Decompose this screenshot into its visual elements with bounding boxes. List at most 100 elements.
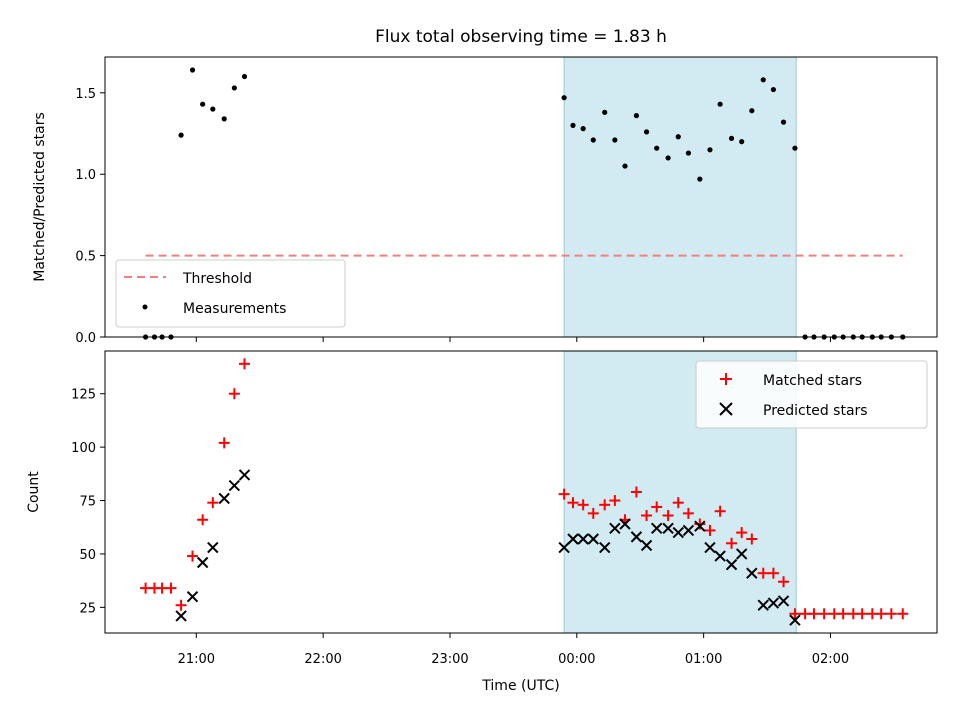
matched-star-point xyxy=(682,507,694,519)
predicted-star-point xyxy=(662,522,674,535)
predicted-star-point xyxy=(186,590,199,603)
x-axis-label: Time (UTC) xyxy=(481,678,559,694)
measurement-point xyxy=(760,77,766,83)
measurement-point xyxy=(665,155,671,161)
predicted-star-point xyxy=(609,522,621,535)
measurements-points xyxy=(142,67,906,340)
matched-star-point xyxy=(630,486,642,498)
predicted-star-point xyxy=(694,520,706,532)
y-tick-label: 1.0 xyxy=(75,168,96,183)
measurement-point xyxy=(707,147,713,153)
matched-star-point xyxy=(704,524,716,536)
matched-star-point xyxy=(837,608,849,620)
y-tick-label: 1.5 xyxy=(75,87,96,102)
count-panel-ylabel: Count xyxy=(26,471,42,513)
predicted-star-point xyxy=(682,524,695,537)
legend-threshold-label: Threshold xyxy=(182,271,252,287)
ratio-panel: 0.0 0.5 1.0 1.5 Matched/Predicted stars Thr… xyxy=(32,56,938,346)
x-tick-label: 02:00 xyxy=(812,652,849,667)
matched-star-point xyxy=(789,608,801,620)
matched-star-point xyxy=(757,567,769,579)
count-panel-x-ticks: 21:00 22:00 23:00 00:00 01:00 02:00 xyxy=(178,633,849,667)
matched-star-point xyxy=(778,576,790,588)
measurement-point xyxy=(602,109,608,115)
x-tick-label: 22:00 xyxy=(304,652,341,667)
y-tick-label: 0.5 xyxy=(75,250,96,265)
measurement-point xyxy=(590,137,596,143)
predicted-star-point xyxy=(587,533,599,545)
measurement-point xyxy=(241,73,248,80)
matched-star-point xyxy=(767,567,779,579)
y-tick-label: 25 xyxy=(79,601,96,616)
predicted-star-point xyxy=(558,541,570,554)
measurement-point xyxy=(749,108,755,114)
legend-measurements-label: Measurements xyxy=(183,301,286,317)
legend-predicted-label: Predicted stars xyxy=(763,403,868,419)
predicted-star-point xyxy=(735,548,748,560)
measurement-point xyxy=(780,119,787,125)
predicted-star-point xyxy=(767,597,780,609)
y-tick-label: 75 xyxy=(79,495,96,510)
predicted-star-point xyxy=(651,522,663,535)
y-tick-label: 50 xyxy=(79,548,96,563)
measurement-point xyxy=(770,86,776,93)
predicted-star-point xyxy=(619,518,631,530)
matched-star-point xyxy=(651,501,663,513)
measurement-point xyxy=(739,139,745,145)
count-panel-frame xyxy=(104,350,938,634)
matched-star-point xyxy=(662,510,674,521)
count-panel: 21:00 22:00 23:00 00:00 01:00 02:00 25 50 75 100… xyxy=(26,350,938,694)
matched-star-point xyxy=(165,582,177,594)
ratio-panel-y-ticks: 0.0 0.5 1.0 1.5 xyxy=(75,87,105,346)
matched-star-point xyxy=(228,388,240,400)
measurement-point xyxy=(685,150,692,156)
predicted-star-point xyxy=(599,541,611,554)
legend-measurements-swatch xyxy=(142,304,148,310)
matched-star-point xyxy=(875,608,887,620)
matched-star-point xyxy=(558,488,570,500)
matched-star-point xyxy=(187,550,199,562)
matched-star-point xyxy=(746,533,758,545)
matched-star-point xyxy=(609,495,621,507)
measurement-point xyxy=(570,122,576,128)
predicted-star-point xyxy=(218,492,230,505)
matched-star-point xyxy=(599,499,611,511)
count-panel-legend: Matched stars Predicted stars xyxy=(695,360,928,429)
matched-star-point xyxy=(885,608,897,620)
chart-title: Flux total observing time = 1.83 h xyxy=(375,27,667,47)
count-panel-y-ticks: 25 50 75 100 125 xyxy=(71,388,105,616)
measurement-point xyxy=(200,101,206,107)
measurement-point xyxy=(675,134,681,140)
predicted-star-point xyxy=(228,479,241,492)
x-tick-label: 23:00 xyxy=(431,652,468,667)
matched-star-point xyxy=(726,537,738,549)
matched-star-point xyxy=(714,505,726,517)
predicted-star-point xyxy=(207,541,219,554)
predicted-star-point xyxy=(714,550,726,562)
predicted-star-point xyxy=(777,595,790,607)
measurement-point xyxy=(612,137,618,143)
matched-star-point xyxy=(577,499,589,511)
predicted-star-point xyxy=(704,541,716,554)
measurement-point xyxy=(561,95,567,101)
measurement-point xyxy=(717,101,723,107)
measurement-point xyxy=(178,132,184,138)
x-tick-label: 21:00 xyxy=(178,652,215,667)
legend-predicted-swatch xyxy=(719,402,733,416)
ratio-panel-ylabel: Matched/Predicted stars xyxy=(32,112,48,282)
predicted-star-point xyxy=(789,614,801,626)
measurement-point xyxy=(189,67,196,73)
matched-star-point xyxy=(175,599,187,611)
predicted-star-point xyxy=(757,599,769,611)
predicted-star-point xyxy=(640,539,653,552)
measurement-point xyxy=(231,85,237,91)
measurement-point xyxy=(643,129,650,135)
matched-star-point xyxy=(694,518,706,530)
matched-star-point xyxy=(818,608,830,620)
matched-star-point xyxy=(856,608,868,620)
matched-star-point xyxy=(567,497,579,509)
predicted-star-point xyxy=(196,556,209,569)
matched-star-point xyxy=(239,358,251,370)
count-points xyxy=(140,358,909,626)
